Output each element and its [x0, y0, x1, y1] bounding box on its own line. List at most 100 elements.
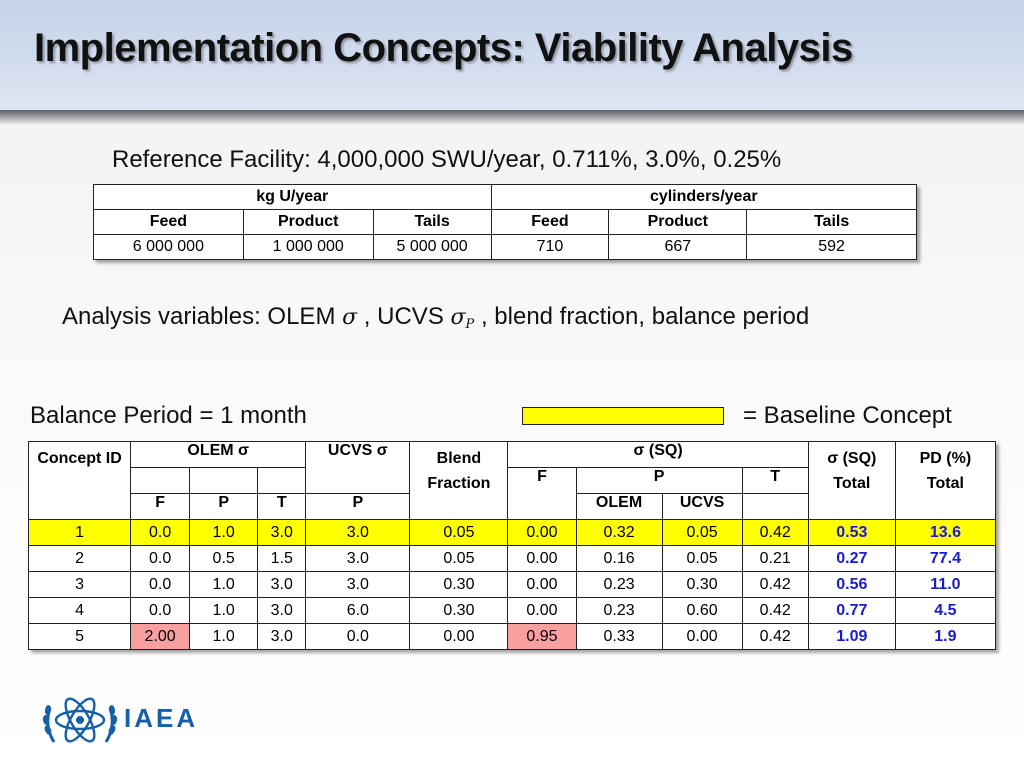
header-ucvs-p: P	[305, 493, 411, 520]
cell-sq-p-olem: 0.32	[575, 519, 663, 546]
cell-ucvs-p: 6.0	[305, 597, 411, 624]
cell-id: 5	[27, 623, 132, 650]
header-empty-cell	[741, 493, 809, 520]
analysis-suffix: , blend fraction, balance period	[474, 303, 810, 330]
table-body: 1 0.0 1.0 3.0 3.0 0.05 0.00 0.32 0.05 0.42 0.53 13.…	[27, 519, 997, 650]
cell-sq-f: 0.00	[507, 519, 577, 546]
analysis-mid: , UCVS	[357, 303, 451, 330]
cell-sq-f: 0.00	[507, 545, 577, 572]
cell-olem-f: 0.0	[130, 519, 191, 546]
cell-pd-total: 13.6	[894, 519, 997, 546]
cell-blend: 0.05	[409, 519, 509, 546]
cell-sq-p-ucvs: 0.05	[661, 545, 743, 572]
cell-sigma-total: 1.09	[807, 623, 896, 650]
cell-olem-p: 1.0	[189, 623, 259, 650]
cell-id: 4	[27, 597, 132, 624]
cell-sq-p-olem: 0.16	[575, 545, 663, 572]
cell-olem-p: 1.0	[189, 571, 259, 598]
table-cell: 6 000 000	[93, 234, 244, 260]
cell-pd-total: 1.9	[894, 623, 997, 650]
cell-sigma-total: 0.27	[807, 545, 896, 572]
cell-sq-f: 0.95	[507, 623, 577, 650]
cell-sq-p-olem: 0.23	[575, 597, 663, 624]
cell-sq-p-ucvs: 0.30	[661, 571, 743, 598]
cell-sq-p-olem: 0.23	[575, 571, 663, 598]
reference-facility-table: kg U/year cylinders/year Feed Product Ta…	[93, 184, 918, 260]
cell-sigma-total: 0.53	[807, 519, 896, 546]
table-row: 1 0.0 1.0 3.0 3.0 0.05 0.00 0.32 0.05 0.42 0.53 13.…	[27, 519, 997, 546]
cell-olem-t: 3.0	[257, 597, 307, 624]
table-row: kg U/year cylinders/year	[93, 184, 918, 210]
reference-facility-text: Reference Facility: 4,000,000 SWU/year, …	[112, 146, 782, 173]
cell-olem-t: 3.0	[257, 571, 307, 598]
header-sq-t: T	[741, 467, 809, 494]
sigma-p-symbol: σ	[450, 305, 466, 330]
cell-ucvs-p: 3.0	[305, 571, 411, 598]
cell-sq-t: 0.42	[741, 597, 809, 624]
table-cell: 592	[746, 234, 917, 260]
header-empty-cell	[189, 467, 259, 494]
header-sigma-total-line1: σ (SQ)	[827, 450, 877, 467]
header-sigma-sq: σ (SQ)	[507, 441, 809, 468]
cell-sq-t: 0.42	[741, 519, 809, 546]
cell-olem-p: 1.0	[189, 597, 259, 624]
header-sq-p: P	[575, 467, 743, 494]
cell-blend: 0.30	[409, 571, 509, 598]
viability-analysis-table: Concept ID OLEM σ UCVS σ Blend Fraction …	[27, 441, 997, 650]
cell-sigma-total: 0.77	[807, 597, 896, 624]
cell-sq-p-ucvs: 0.00	[661, 623, 743, 650]
header-sigma-total: σ (SQ) Total	[807, 441, 896, 520]
iaea-atom-emblem-icon	[42, 697, 118, 743]
cell-olem-f: 2.00	[130, 623, 191, 650]
header-olem: OLEM σ	[130, 441, 307, 468]
header-sq-p-olem: OLEM	[575, 493, 663, 520]
cell-ucvs-p: 3.0	[305, 519, 411, 546]
balance-period-text: Balance Period = 1 month	[30, 402, 307, 429]
header-empty-cell	[257, 467, 307, 494]
column-header: Feed	[490, 209, 610, 235]
table-row: 6 000 000 1 000 000 5 000 000 710 667 59…	[93, 234, 917, 260]
cell-olem-p: 1.0	[189, 519, 259, 546]
column-header: Tails	[372, 209, 492, 235]
cell-sq-f: 0.00	[507, 597, 577, 624]
table-cell: 1 000 000	[242, 234, 374, 260]
cell-sq-p-ucvs: 0.60	[661, 597, 743, 624]
cell-ucvs-p: 0.0	[305, 623, 411, 650]
cell-id: 1	[27, 519, 132, 546]
cell-blend: 0.05	[409, 545, 509, 572]
cell-sq-t: 0.21	[741, 545, 809, 572]
table-row: 3 0.0 1.0 3.0 3.0 0.30 0.00 0.23 0.30 0.42 0.56 11.…	[27, 571, 997, 598]
cell-sq-t: 0.42	[741, 571, 809, 598]
cell-olem-f: 0.0	[130, 545, 191, 572]
analysis-variables-text: Analysis variables: OLEM σ , UCVS σP , b…	[62, 303, 810, 332]
group-header-cylinders: cylinders/year	[490, 184, 918, 210]
header-olem-p: P	[189, 493, 259, 520]
cell-blend: 0.00	[409, 623, 509, 650]
slide-title: Implementation Concepts: Viability Analy…	[34, 26, 853, 70]
cell-olem-t: 3.0	[257, 519, 307, 546]
cell-olem-p: 0.5	[189, 545, 259, 572]
header-divider	[0, 110, 1024, 124]
header-empty-cell	[130, 467, 191, 494]
table-row: 2 0.0 0.5 1.5 3.0 0.05 0.00 0.16 0.05 0.21 0.27 77.…	[27, 545, 997, 572]
header-sq-p-ucvs: UCVS	[661, 493, 743, 520]
cell-pd-total: 11.0	[894, 571, 997, 598]
sigma-symbol: σ	[342, 305, 358, 330]
cell-sq-f: 0.00	[507, 571, 577, 598]
table-header-row: Concept ID OLEM σ UCVS σ Blend Fraction …	[27, 441, 997, 520]
header-pd-total-line2: Total	[926, 475, 964, 492]
column-header: Tails	[746, 209, 917, 235]
cell-olem-t: 3.0	[257, 623, 307, 650]
cell-sq-p-olem: 0.33	[575, 623, 663, 650]
header-sigma-total-line2: Total	[833, 475, 871, 492]
group-header-kg: kg U/year	[93, 184, 492, 210]
slide-header: Implementation Concepts: Viability Analy…	[0, 0, 1024, 112]
cell-blend: 0.30	[409, 597, 509, 624]
baseline-legend-swatch	[522, 407, 724, 425]
column-header: Product	[242, 209, 374, 235]
header-blend-fraction: Blend Fraction	[409, 441, 509, 520]
cell-olem-t: 1.5	[257, 545, 307, 572]
cell-pd-total: 77.4	[894, 545, 997, 572]
table-row: 4 0.0 1.0 3.0 6.0 0.30 0.00 0.23 0.60 0.42 0.77 4.5	[27, 597, 997, 624]
header-olem-t: T	[257, 493, 307, 520]
